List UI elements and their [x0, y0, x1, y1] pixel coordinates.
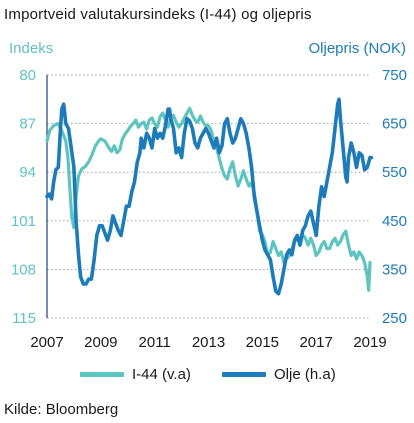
left-tick-label: 108 [11, 261, 36, 278]
x-tick-label: 2017 [299, 334, 332, 351]
x-tick-label: 2011 [139, 334, 171, 351]
right-tick-label: 550 [382, 164, 407, 181]
right-tick-label: 250 [382, 310, 407, 327]
chart-title: Importveid valutakursindeks (I-44) og ol… [4, 6, 312, 23]
left-tick-label: 101 [11, 213, 36, 230]
left-axis-label: Indeks [9, 40, 54, 57]
series-line-i44 [45, 106, 372, 292]
legend-label-i44: I-44 (v.a) [132, 366, 191, 383]
legend-item-olje: Olje (h.a) [222, 366, 336, 383]
left-tick-label: 94 [19, 164, 36, 181]
right-axis-label: Oljepris (NOK) [308, 40, 406, 57]
right-tick-label: 450 [382, 213, 407, 230]
source-note: Kilde: Bloomberg [4, 401, 119, 418]
x-tick-label: 2015 [246, 334, 279, 351]
right-tick-label: 750 [382, 67, 407, 84]
chart-legend: I-44 (v.a) Olje (h.a) [0, 366, 414, 388]
left-tick-label: 115 [12, 310, 36, 327]
x-tick-label: 2013 [192, 334, 225, 351]
x-tick-label: 2009 [84, 334, 117, 351]
left-tick-label: 80 [19, 67, 36, 84]
right-tick-label: 650 [382, 116, 407, 133]
left-tick-label: 87 [19, 116, 36, 133]
legend-swatch-i44 [80, 372, 124, 377]
legend-item-i44: I-44 (v.a) [80, 366, 191, 383]
x-tick-label: 2019 [353, 334, 386, 351]
right-tick-label: 350 [382, 261, 407, 278]
legend-label-olje: Olje (h.a) [274, 366, 336, 383]
line-chart: 80 87 94 101 108 115 750 650 550 450 350 250 2007 200… [11, 67, 407, 351]
series-line-olje [45, 97, 374, 296]
legend-swatch-olje [222, 372, 266, 377]
x-tick-label: 2007 [30, 334, 63, 351]
